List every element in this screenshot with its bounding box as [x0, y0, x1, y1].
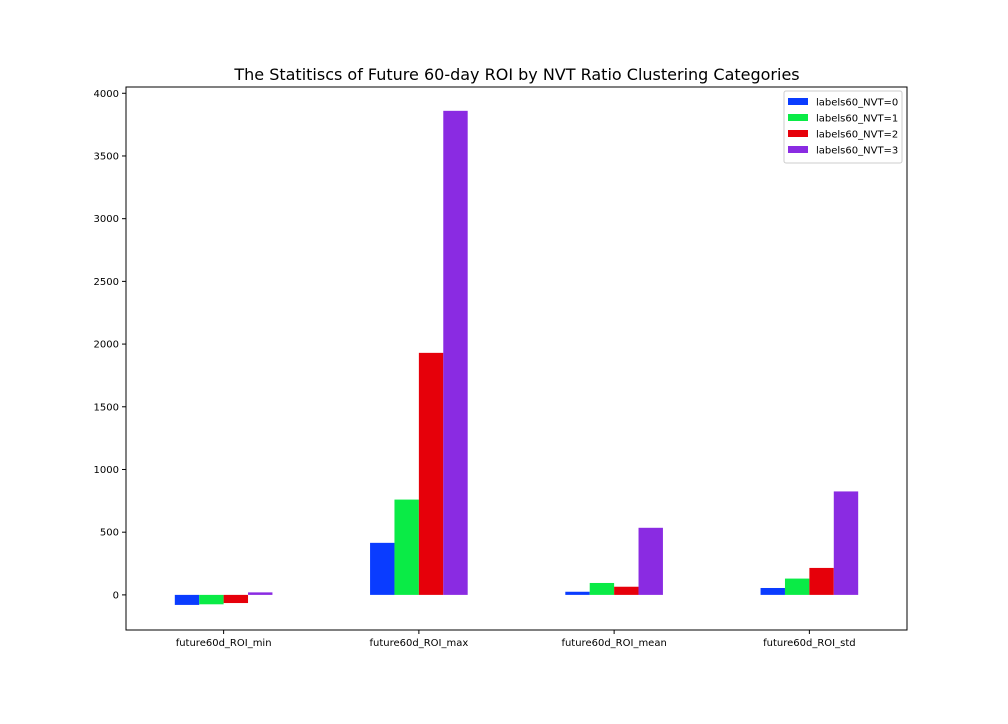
bar-future60d_ROI_max-series-3	[443, 110, 468, 595]
legend: labels60_NVT=0 labels60_NVT=1 labels60_NVT…	[783, 90, 903, 164]
bar-future60d_ROI_mean-series-0	[565, 591, 590, 595]
legend-swatch-2	[788, 130, 808, 137]
x-tick-label: future60d_ROI_mean	[561, 638, 666, 649]
plot-frame	[125, 86, 908, 631]
bar-future60d_ROI_min-series-1	[199, 594, 224, 605]
y-tick-label: 3500	[94, 151, 119, 162]
legend-label-3: labels60_NVT=3	[816, 146, 898, 157]
y-tick-label: 3000	[94, 214, 119, 225]
legend-box	[783, 90, 903, 164]
bar-future60d_ROI_mean-series-1	[589, 582, 615, 595]
legend-swatch-0	[788, 98, 808, 105]
legend-label-1: labels60_NVT=1	[816, 114, 898, 125]
x-tick-label: future60d_ROI_std	[763, 638, 855, 649]
y-tick-label: 2000	[94, 340, 119, 351]
legend-label-2: labels60_NVT=2	[816, 130, 898, 141]
bar-future60d_ROI_std-series-0	[760, 587, 785, 595]
bar-future60d_ROI_min-series-3	[248, 592, 273, 595]
legend-swatch-1	[788, 114, 808, 121]
y-tick-label: 0	[113, 590, 119, 601]
legend-swatch-3	[788, 146, 808, 153]
x-tick-label: future60d_ROI_min	[176, 638, 272, 649]
bar-future60d_ROI_max-series-1	[394, 499, 419, 595]
bar-future60d_ROI_min-series-2	[223, 594, 249, 604]
bar-future60d_ROI_max-series-0	[370, 542, 395, 595]
chart-title: The Statitiscs of Future 60-day ROI by N…	[233, 65, 799, 84]
x-tick-label: future60d_ROI_max	[369, 638, 468, 649]
bar-future60d_ROI_max-series-2	[418, 352, 444, 595]
bar-future60d_ROI_mean-series-2	[614, 586, 639, 595]
y-tick-label: 1000	[94, 465, 119, 476]
bars-layer	[174, 110, 859, 605]
y-tick-label: 2500	[94, 277, 119, 288]
bar-future60d_ROI_std-series-2	[809, 567, 834, 595]
bar-future60d_ROI_std-series-3	[833, 491, 859, 595]
y-tick-label: 1500	[94, 402, 119, 413]
bar-future60d_ROI_mean-series-3	[638, 527, 663, 595]
y-tick-label: 500	[100, 528, 119, 539]
bar-future60d_ROI_std-series-1	[784, 578, 810, 595]
legend-label-0: labels60_NVT=0	[816, 98, 898, 109]
axes-layer: future60d_ROI_min future60d_ROI_max future…	[94, 86, 908, 649]
bar-future60d_ROI_min-series-0	[174, 594, 200, 605]
y-tick-label: 4000	[94, 89, 119, 100]
